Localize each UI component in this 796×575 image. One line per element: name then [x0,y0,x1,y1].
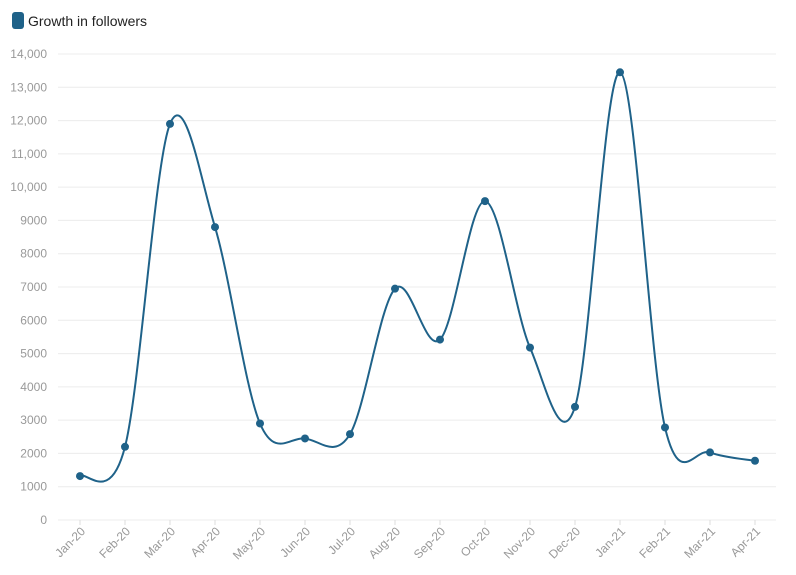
grid-lines [58,53,776,521]
legend-swatch [12,12,24,29]
y-tick-label: 8000 [20,247,47,261]
legend-label: Growth in followers [28,12,148,29]
x-tick-label: Nov-20 [501,524,538,561]
x-tick-label: Jul-20 [325,524,358,557]
x-tick-label: Jan-20 [52,524,88,560]
x-tick-label: Feb-20 [96,524,133,561]
y-tick-label: 12,000 [10,114,47,128]
y-tick-label: 11,000 [11,147,47,161]
data-point [76,472,84,481]
data-point [571,402,579,411]
x-tick-label: Dec-20 [546,524,583,561]
y-tick-label: 5000 [20,347,47,361]
x-axis: Jan-20 Feb-20 Mar-20 Apr-20 May-20 Jun-20 Jul-… [52,520,763,562]
y-tick-label: 3000 [20,413,47,427]
y-tick-label: 7000 [20,280,47,294]
data-point [481,197,489,206]
data-point [391,284,399,293]
x-tick-label: Jun-20 [277,524,313,560]
x-tick-label: Oct-20 [458,524,494,560]
x-tick-label: Aug-20 [366,524,403,561]
data-point [121,442,129,451]
y-tick-label: 13,000 [10,80,47,94]
y-tick-label: 9000 [20,213,47,227]
x-tick-label: Sep-20 [411,524,448,561]
x-tick-label: Jan-21 [592,524,628,560]
data-point [751,456,759,465]
data-point [661,423,669,432]
legend[interactable]: Growth in followers [12,12,147,29]
y-tick-label: 14,000 [10,47,47,61]
data-point [301,434,309,443]
y-axis: 0 1000 2000 3000 4000 5000 6000 7000 8000 9000 10,… [10,47,47,527]
x-tick-label: Apr-21 [728,524,764,560]
data-point [616,68,624,77]
y-tick-label: 6000 [20,313,47,327]
data-point [436,335,444,344]
data-point [256,419,264,428]
data-point [211,223,219,232]
y-tick-label: 2000 [20,446,47,460]
y-tick-label: 10,000 [10,180,47,194]
series-line [79,71,756,483]
x-tick-label: Apr-20 [188,524,224,560]
x-tick-label: Mar-20 [141,524,178,561]
y-tick-label: 1000 [20,480,47,494]
x-tick-label: Feb-21 [636,524,673,561]
x-tick-label: Mar-21 [681,524,718,561]
y-tick-label: 0 [40,513,47,527]
data-point [526,343,534,352]
y-tick-label: 4000 [20,380,47,394]
series [76,68,759,483]
data-point [346,430,354,439]
data-point [706,448,714,457]
data-point [166,119,174,128]
x-tick-label: May-20 [230,524,268,562]
